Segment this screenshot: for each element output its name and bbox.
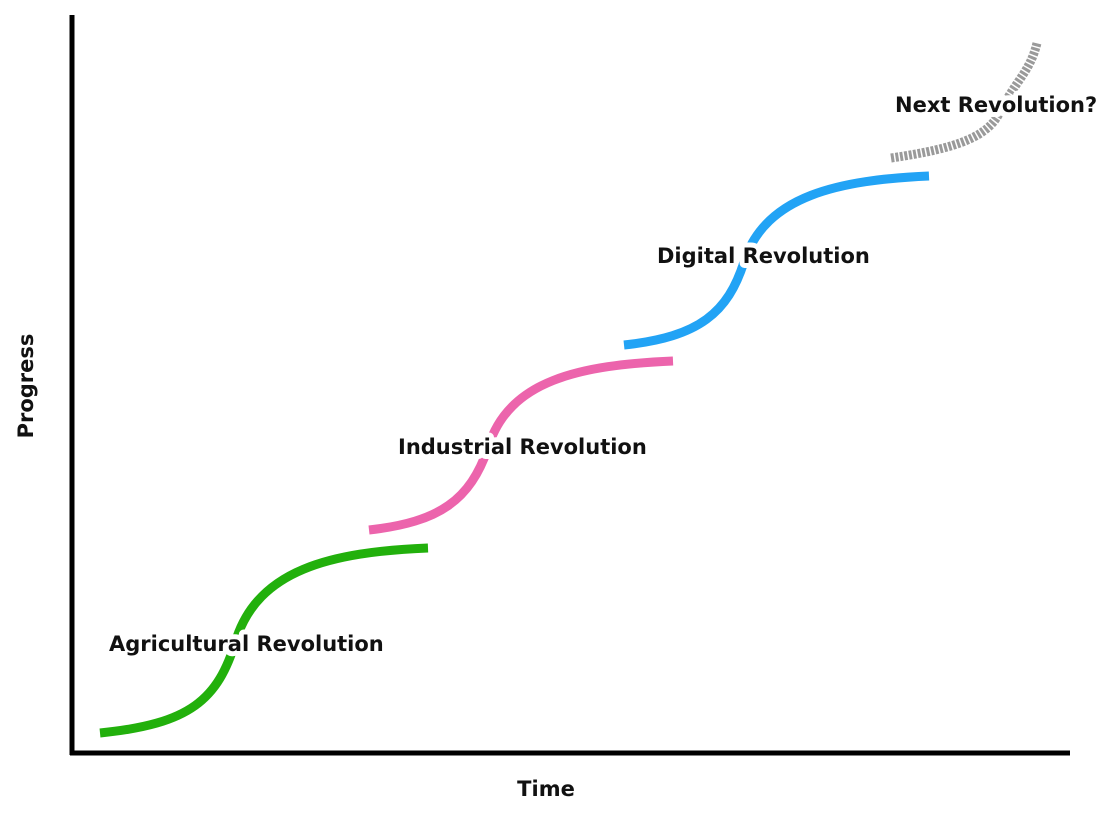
digital-curve (623, 171, 930, 350)
next-curve (890, 41, 1042, 163)
x-axis-label: Time (517, 777, 575, 801)
stage-label: Digital Revolution (657, 244, 870, 268)
stage-label: Industrial Revolution (398, 435, 647, 459)
stage-label: Agricultural Revolution (109, 632, 384, 656)
y-axis-label: Progress (14, 334, 38, 439)
stage-label: Next Revolution? (895, 93, 1097, 117)
agricultural-curve (99, 543, 429, 738)
industrial-curve (368, 356, 674, 535)
